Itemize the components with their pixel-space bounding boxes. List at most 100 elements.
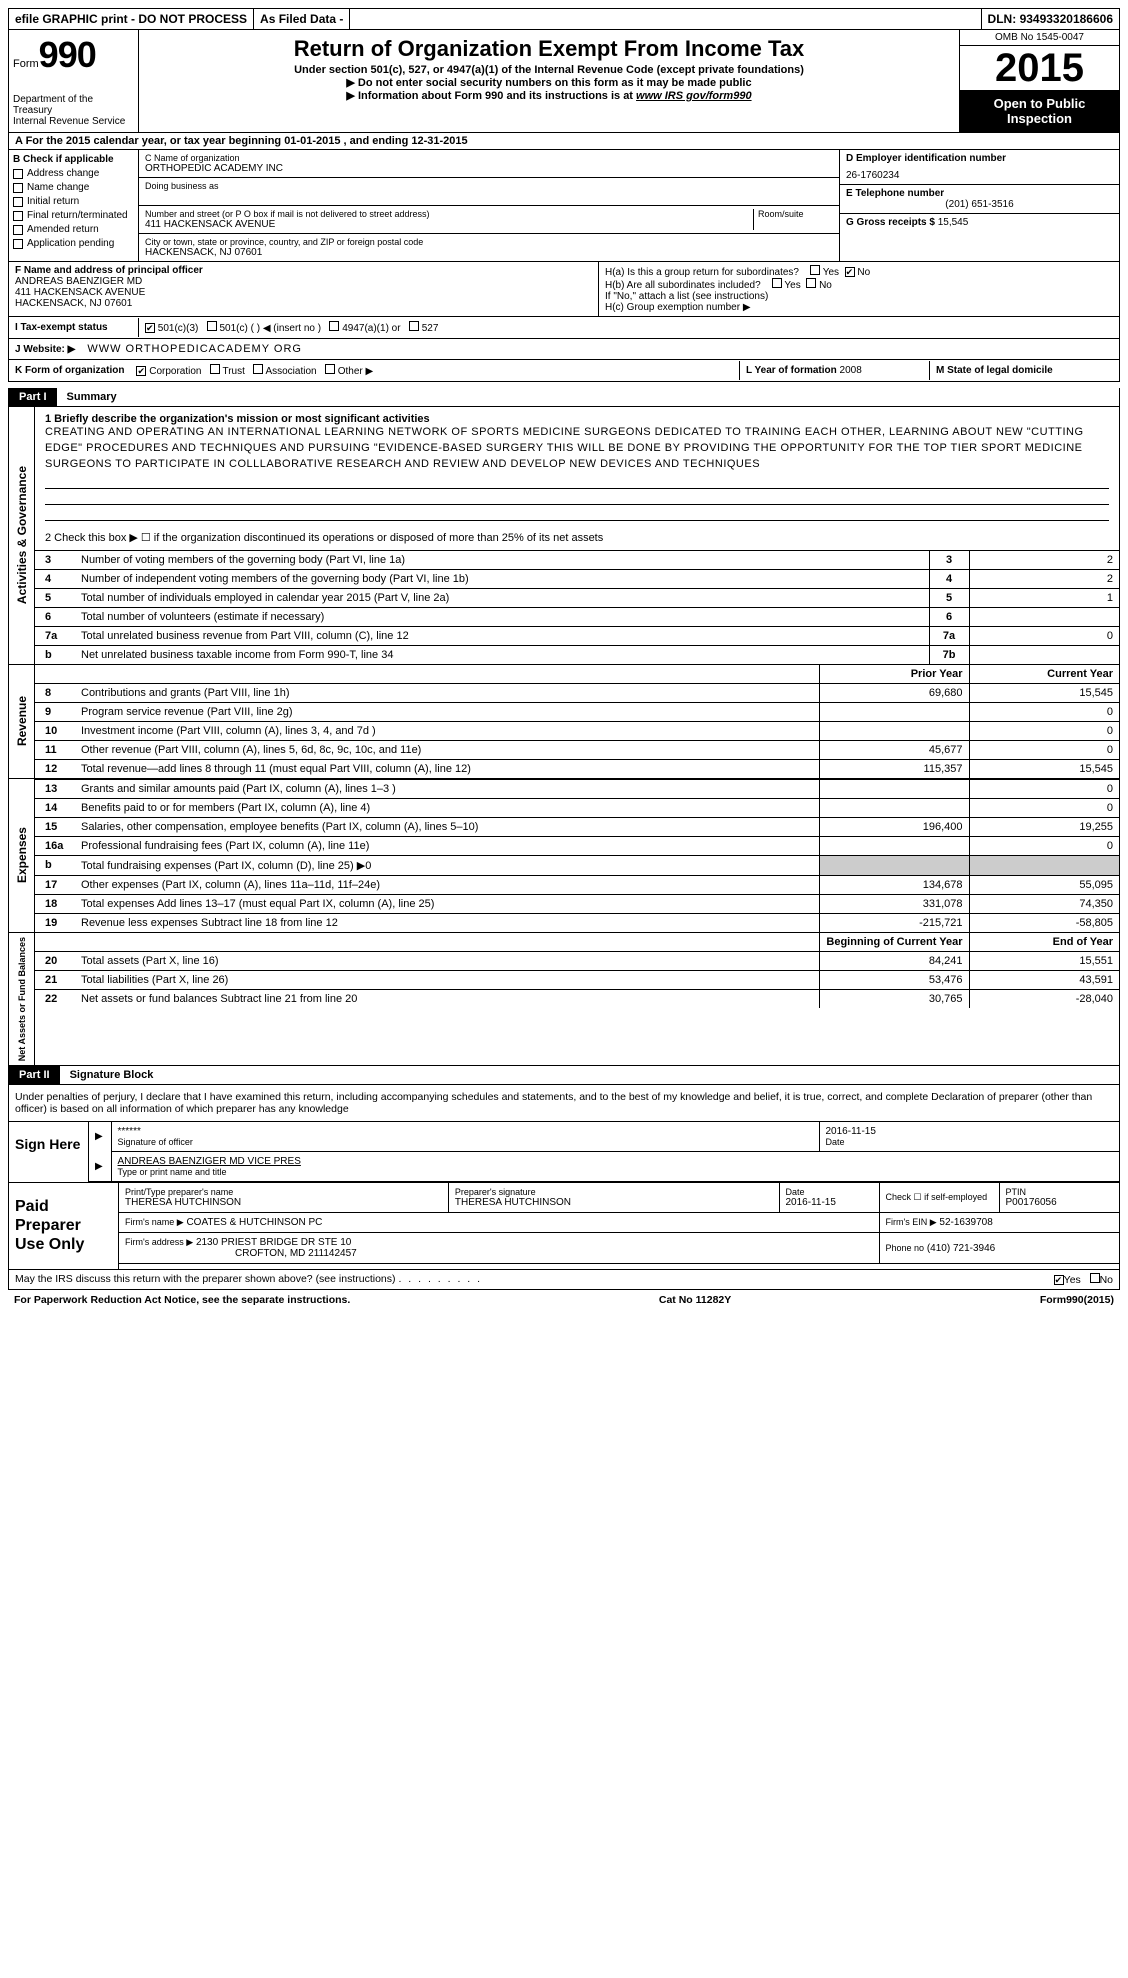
- chk-initial[interactable]: [13, 197, 23, 207]
- chk-final[interactable]: [13, 211, 23, 221]
- table-row: 8Contributions and grants (Part VIII, li…: [35, 683, 1119, 702]
- chk-discuss-no[interactable]: [1090, 1273, 1100, 1283]
- form-number-cell: Form990 Department of the Treasury Inter…: [9, 30, 139, 132]
- subtitle-3: ▶ Information about Form 990 and its ins…: [147, 89, 951, 102]
- tax-year: 2015: [960, 46, 1119, 90]
- street-label: Number and street (or P O box if mail is…: [145, 209, 753, 219]
- form-footer: Form990(2015): [1040, 1294, 1114, 1306]
- table-row: 3Number of voting members of the governi…: [35, 550, 1119, 569]
- form-header: Form990 Department of the Treasury Inter…: [8, 30, 1120, 133]
- box-f: F Name and address of principal officer …: [9, 262, 599, 316]
- asfiled-label: As Filed Data -: [254, 9, 350, 29]
- ptin-value: P00176056: [1006, 1197, 1114, 1208]
- row-klm: K Form of organization Corporation Trust…: [8, 360, 1120, 382]
- dept-label: Department of the Treasury: [13, 94, 134, 116]
- chk-assoc[interactable]: [253, 364, 263, 374]
- table-row: 4Number of independent voting members of…: [35, 569, 1119, 588]
- officer-city: HACKENSACK, NJ 07601: [15, 298, 592, 309]
- side-rev: Revenue: [13, 692, 31, 750]
- col-b: B Check if applicable Address change Nam…: [9, 150, 139, 261]
- mission-block: 1 Briefly describe the organization's mi…: [35, 407, 1119, 550]
- city-label: City or town, state or province, country…: [145, 237, 833, 247]
- chk-corp[interactable]: [136, 366, 146, 376]
- line-2: 2 Check this box ▶ ☐ if the organization…: [45, 531, 1109, 544]
- spacer: [350, 9, 981, 29]
- firm-phone: (410) 721-3946: [927, 1243, 995, 1254]
- chk-address[interactable]: [13, 169, 23, 179]
- side-gov: Activities & Governance: [13, 462, 31, 608]
- org-name-label: C Name of organization: [145, 153, 833, 163]
- sign-here-grid: Sign Here ▶ ****** Signature of officer …: [8, 1122, 1120, 1183]
- chk-4947[interactable]: [329, 321, 339, 331]
- chk-501c3[interactable]: [145, 323, 155, 333]
- pra-notice: For Paperwork Reduction Act Notice, see …: [14, 1294, 350, 1306]
- street-value: 411 HACKENSACK AVENUE: [145, 219, 753, 230]
- chk-amended[interactable]: [13, 225, 23, 235]
- col-c: C Name of organization ORTHOPEDIC ACADEM…: [139, 150, 839, 261]
- phone-value: (201) 651-3516: [846, 199, 1113, 210]
- table-row: bNet unrelated business taxable income f…: [35, 645, 1119, 664]
- mission-text: CREATING AND OPERATING AN INTERNATIONAL …: [45, 425, 1109, 473]
- efile-label: efile GRAPHIC print - DO NOT PROCESS: [9, 9, 254, 29]
- preparer-name: THERESA HUTCHINSON: [125, 1197, 442, 1208]
- table-row: 10Investment income (Part VIII, column (…: [35, 721, 1119, 740]
- table-row: 7aTotal unrelated business revenue from …: [35, 626, 1119, 645]
- firm-city: CROFTON, MD 211142457: [125, 1248, 873, 1259]
- gov-table: 3Number of voting members of the governi…: [35, 550, 1119, 664]
- chk-ha-yes[interactable]: [810, 265, 820, 275]
- col-de: D Employer identification number 26-1760…: [839, 150, 1119, 261]
- table-row: 21Total liabilities (Part X, line 26)53,…: [35, 970, 1119, 989]
- paid-preparer-grid: Paid Preparer Use Only Print/Type prepar…: [8, 1183, 1120, 1270]
- chk-pending[interactable]: [13, 239, 23, 249]
- discuss-row: May the IRS discuss this return with the…: [8, 1270, 1120, 1290]
- hb-note: If "No," attach a list (see instructions…: [605, 291, 1113, 302]
- omb-number: OMB No 1545-0047: [960, 30, 1119, 46]
- chk-trust[interactable]: [210, 364, 220, 374]
- table-row: 11Other revenue (Part VIII, column (A), …: [35, 740, 1119, 759]
- chk-ha-no[interactable]: [845, 267, 855, 277]
- chk-other[interactable]: [325, 364, 335, 374]
- officer-street: 411 HACKENSACK AVENUE: [15, 287, 592, 298]
- table-row: 17Other expenses (Part IX, column (A), l…: [35, 875, 1119, 894]
- chk-hb-no[interactable]: [806, 278, 816, 288]
- summary-rev: Revenue Prior YearCurrent Year 8Contribu…: [8, 665, 1120, 779]
- fh-row: F Name and address of principal officer …: [8, 262, 1120, 317]
- year-cell: OMB No 1545-0047 2015 Open to Public Ins…: [959, 30, 1119, 132]
- chk-501c[interactable]: [207, 321, 217, 331]
- irs-link[interactable]: www IRS gov/form990: [636, 90, 752, 102]
- phone-label: E Telephone number: [846, 188, 1113, 199]
- gross-value: 15,545: [938, 217, 969, 228]
- self-employed-check[interactable]: Check ☐ if self-employed: [886, 1192, 993, 1203]
- preparer-sig: THERESA HUTCHINSON: [455, 1197, 773, 1208]
- chk-527[interactable]: [409, 321, 419, 331]
- subtitle-2: ▶ Do not enter social security numbers o…: [147, 76, 951, 89]
- net-table: Beginning of Current YearEnd of Year 20T…: [35, 933, 1119, 1008]
- ein-value: 26-1760234: [846, 170, 1113, 181]
- box-h: H(a) Is this a group return for subordin…: [599, 262, 1119, 316]
- chk-name[interactable]: [13, 183, 23, 193]
- part1-title: Summary: [57, 388, 127, 406]
- org-name: ORTHOPEDIC ACADEMY INC: [145, 163, 833, 174]
- irs-label: Internal Revenue Service: [13, 116, 134, 127]
- table-row: 12Total revenue—add lines 8 through 11 (…: [35, 759, 1119, 778]
- part2-title: Signature Block: [60, 1066, 164, 1084]
- table-row: 15Salaries, other compensation, employee…: [35, 817, 1119, 836]
- exp-table: 13Grants and similar amounts paid (Part …: [35, 779, 1119, 932]
- side-exp: Expenses: [13, 823, 31, 887]
- row-a: A For the 2015 calendar year, or tax yea…: [8, 133, 1120, 150]
- table-row: 16aProfessional fundraising fees (Part I…: [35, 836, 1119, 855]
- chk-hb-yes[interactable]: [772, 278, 782, 288]
- bottom-line: For Paperwork Reduction Act Notice, see …: [8, 1290, 1120, 1310]
- row-i: I Tax-exempt status 501(c)(3) 501(c) ( )…: [8, 317, 1120, 339]
- table-row: 19Revenue less expenses Subtract line 18…: [35, 913, 1119, 932]
- table-row: 20Total assets (Part X, line 16)84,24115…: [35, 951, 1119, 970]
- entity-grid: B Check if applicable Address change Nam…: [8, 150, 1120, 262]
- sig-date: 2016-11-15: [826, 1126, 1114, 1137]
- hc-label: H(c) Group exemption number ▶: [605, 302, 1113, 313]
- chk-discuss-yes[interactable]: [1054, 1275, 1064, 1285]
- preparer-date: 2016-11-15: [786, 1197, 873, 1208]
- table-row: 18Total expenses Add lines 13–17 (must e…: [35, 894, 1119, 913]
- dln: DLN: 93493320186606: [982, 9, 1119, 29]
- paid-label: Paid Preparer Use Only: [9, 1183, 119, 1269]
- gross-label: G Gross receipts $: [846, 217, 935, 228]
